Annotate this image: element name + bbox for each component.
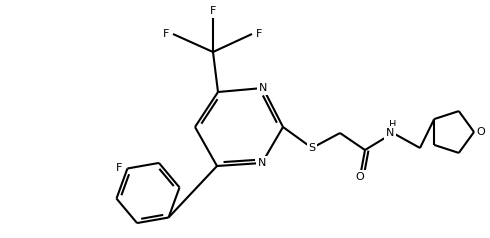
Text: F: F xyxy=(210,6,216,16)
Text: O: O xyxy=(356,172,365,182)
Text: O: O xyxy=(477,127,486,137)
Text: N: N xyxy=(259,83,267,93)
Text: N: N xyxy=(258,158,266,168)
Text: H: H xyxy=(390,120,397,130)
Text: F: F xyxy=(163,29,169,39)
Text: N: N xyxy=(386,128,394,138)
Text: F: F xyxy=(256,29,262,39)
Text: F: F xyxy=(116,164,122,174)
Text: S: S xyxy=(308,143,316,153)
